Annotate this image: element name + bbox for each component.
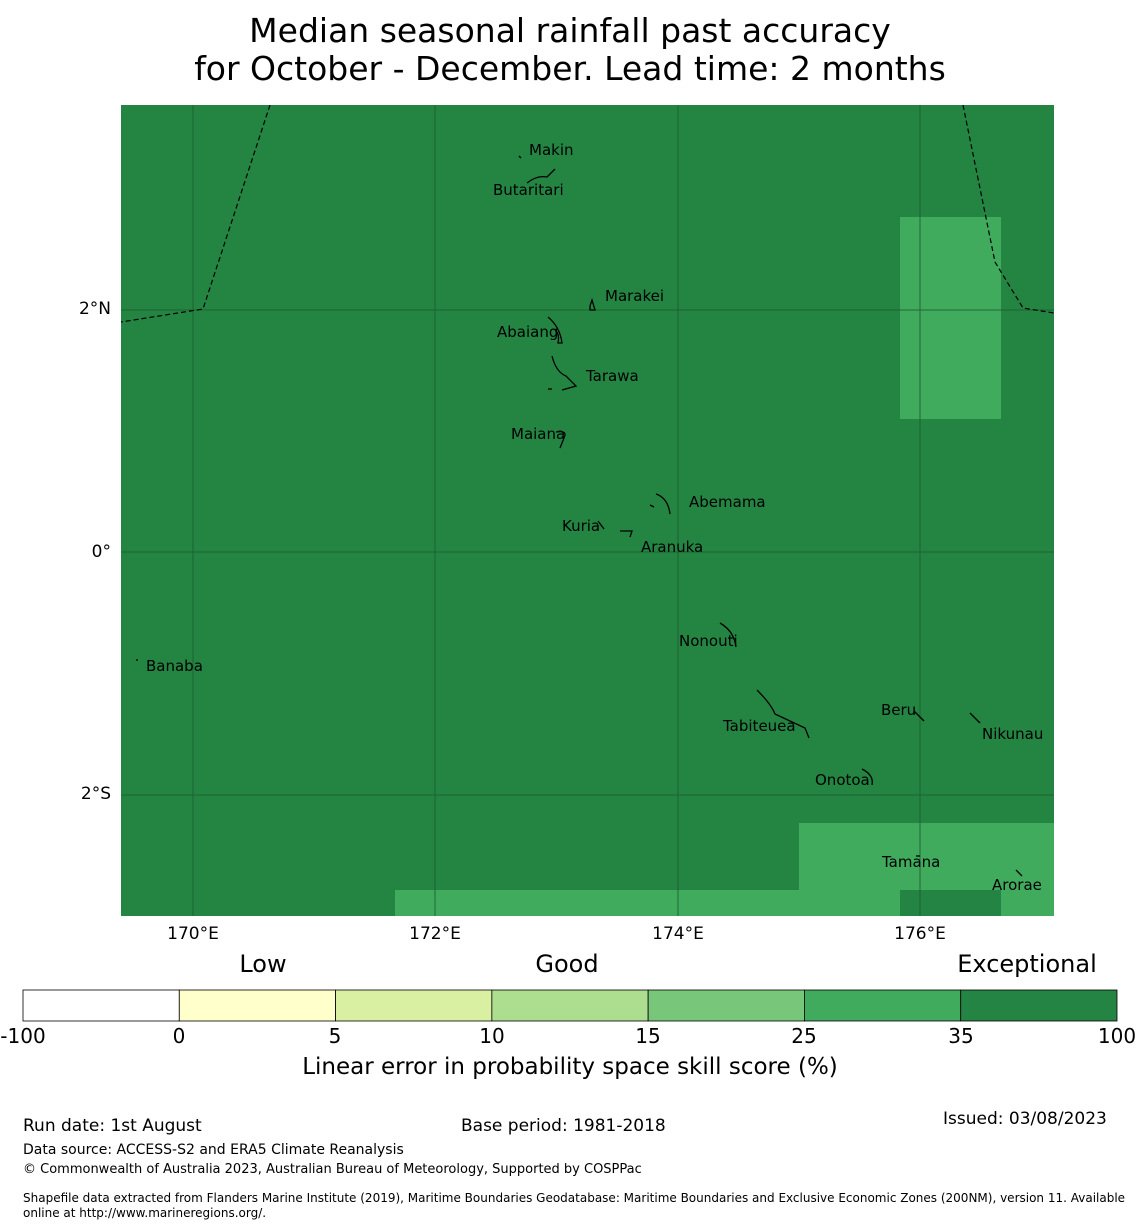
tick-label: 15: [635, 1024, 661, 1048]
island-label-onotoa: Onotoa: [815, 771, 870, 789]
lat-label-0: 0°: [91, 542, 111, 562]
colorbar-segment: [647, 989, 805, 1022]
skill-patch-northeast: [900, 217, 1001, 419]
shapefile-credit-line1: Shapefile data extracted from Flanders M…: [23, 1191, 1126, 1205]
island-label-makin: Makin: [529, 141, 574, 159]
run-date: Run date: 1st August: [23, 1116, 202, 1136]
island-label-beru: Beru: [881, 701, 917, 719]
gridlines: [121, 105, 1054, 916]
lon-label-176e: 176°E: [894, 924, 946, 944]
tick-label: 100: [1097, 1024, 1137, 1048]
category-label-exceptional: Exceptional: [957, 950, 1097, 978]
island-label-butaritari: Butaritari: [493, 181, 564, 199]
colorbar-segment: [804, 989, 962, 1022]
island-label-abemama: Abemama: [689, 493, 766, 511]
island-label-abaiang: Abaiang: [497, 323, 559, 341]
lat-label-2n: 2°N: [78, 299, 111, 319]
eez-boundary: [120, 104, 1055, 323]
shapefile-credit-line2: online at http://www.marineregions.org/.: [23, 1206, 267, 1220]
colorbar-segment: [491, 989, 649, 1022]
island-label-tabiteuea: Tabiteuea: [723, 717, 796, 735]
island-label-tarawa: Tarawa: [586, 367, 639, 385]
lat-label-2s: 2°S: [80, 784, 111, 804]
island-label-aranuka: Aranuka: [641, 538, 704, 556]
island-outlines: [136, 155, 1023, 877]
tick-label: 0: [172, 1024, 186, 1048]
island-label-tamana: Tamana: [882, 853, 941, 871]
island-label-nikunau: Nikunau: [982, 725, 1044, 743]
island-label-maiana: Maiana: [511, 425, 566, 443]
colorbar-title: Linear error in probability space skill …: [302, 1054, 838, 1080]
lon-label-174e: 174°E: [652, 924, 704, 944]
colorbar: [22, 989, 1118, 1022]
island-label-arorae: Arorae: [992, 876, 1042, 894]
map-panel: [121, 105, 1054, 916]
island-label-kuria: Kuria: [562, 517, 601, 535]
data-source: Data source: ACCESS-S2 and ERA5 Climate …: [23, 1142, 404, 1158]
island-label-marakei: Marakei: [605, 287, 665, 305]
colorbar-segment: [22, 989, 180, 1022]
colorbar-segment: [335, 989, 493, 1022]
island-label-banaba: Banaba: [146, 657, 203, 675]
colorbar-segment: [178, 989, 336, 1022]
lon-label-172e: 172°E: [409, 924, 461, 944]
tick-label: 5: [328, 1024, 342, 1048]
lon-label-170e: 170°E: [167, 924, 219, 944]
tick-label: 10: [479, 1024, 505, 1048]
colorbar-segment: [960, 989, 1118, 1022]
copyright: © Commonwealth of Australia 2023, Austra…: [23, 1162, 642, 1177]
chart-title-line2: for October - December. Lead time: 2 mon…: [194, 49, 946, 88]
chart-title-line1: Median seasonal rainfall past accuracy: [249, 11, 891, 50]
skill-patch-dark: [900, 890, 1001, 916]
category-label-low: Low: [239, 950, 287, 978]
island-label-nonouti: Nonouti: [679, 632, 738, 650]
category-label-good: Good: [535, 950, 599, 978]
tick-label: -100: [0, 1024, 46, 1048]
skill-patch-south: [395, 890, 799, 916]
base-period: Base period: 1981-2018: [461, 1116, 666, 1136]
issued-date: Issued: 03/08/2023: [943, 1109, 1107, 1129]
tick-label: 25: [791, 1024, 817, 1048]
tick-label: 35: [948, 1024, 974, 1048]
